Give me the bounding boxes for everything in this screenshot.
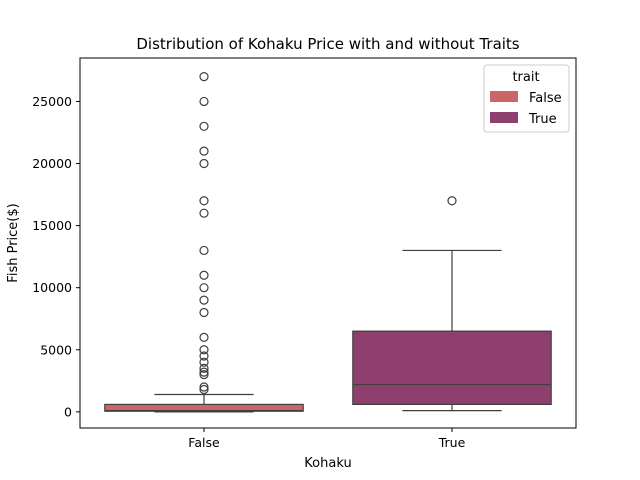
outlier-point <box>199 146 209 156</box>
outlier-point <box>199 245 209 256</box>
y-tick-label: 10000 <box>32 280 72 295</box>
x-tick-label: False <box>188 435 220 450</box>
chart-title: Distribution of Kohaku Price with and wi… <box>136 35 519 53</box>
legend-swatch-false <box>490 91 518 102</box>
box-group-true <box>352 196 552 412</box>
outlier-point <box>199 72 209 82</box>
outlier-point <box>199 384 209 395</box>
outlier-point <box>447 196 457 206</box>
outlier-point <box>199 367 209 377</box>
outlier-point <box>199 208 209 218</box>
box-iqr <box>352 330 552 406</box>
legend-title: trait <box>512 70 539 85</box>
y-tick-label: 0 <box>64 404 72 419</box>
outlier-point <box>199 307 209 318</box>
outlier-point <box>199 121 209 131</box>
y-tick-label: 25000 <box>32 94 72 109</box>
box-iqr <box>104 403 304 412</box>
outlier-point <box>199 363 209 374</box>
outlier-point <box>199 332 209 342</box>
outlier-point <box>199 196 209 206</box>
legend-label-true: True <box>528 112 557 127</box>
y-tick-label: 20000 <box>32 156 72 171</box>
y-axis-label: Fish Price($) <box>6 203 21 282</box>
box-group-false <box>104 72 304 413</box>
y-tick-label: 15000 <box>32 218 72 233</box>
y-axis-ticks: 0 5000 10000 15000 20000 25000 <box>32 94 80 419</box>
x-axis-label: Kohaku <box>304 456 351 471</box>
x-axis-ticks: False True <box>188 428 466 450</box>
box-series <box>104 72 552 413</box>
outlier-point <box>199 370 209 380</box>
plot-area <box>79 57 577 429</box>
outlier-point <box>199 158 209 169</box>
y-tick-label: 5000 <box>40 342 72 357</box>
outlier-point <box>199 382 209 392</box>
outlier-point <box>199 96 209 107</box>
legend-label-false: False <box>529 91 562 106</box>
outlier-point <box>199 345 209 355</box>
legend: trait False True <box>483 64 570 133</box>
x-tick-label: True <box>438 435 466 450</box>
legend-swatch-true <box>490 112 518 123</box>
outlier-point <box>199 357 209 367</box>
outlier-point <box>199 270 209 280</box>
outlier-point <box>199 295 209 305</box>
outlier-point <box>199 351 209 361</box>
outlier-point <box>199 283 209 293</box>
